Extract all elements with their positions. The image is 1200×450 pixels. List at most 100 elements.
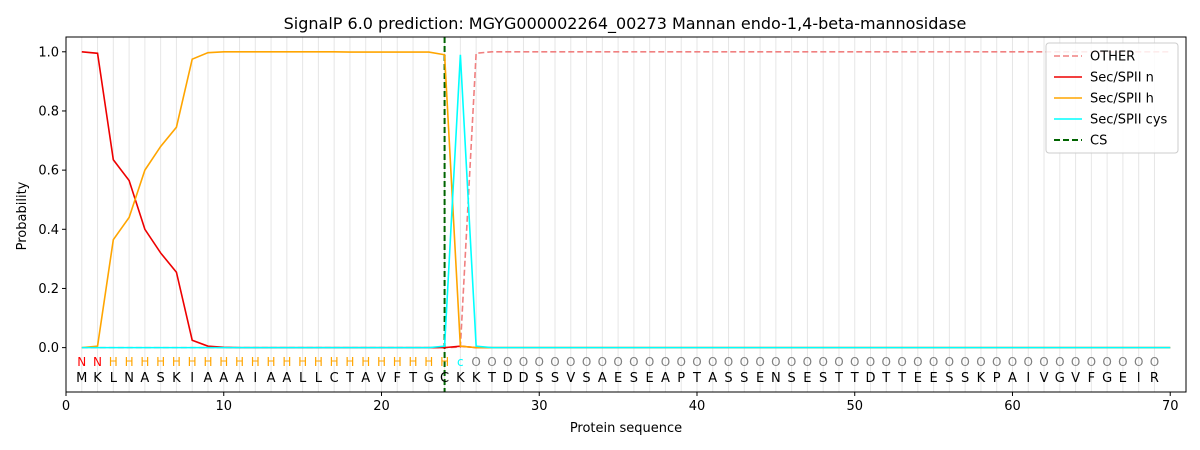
sequence-letter: A [661,371,670,386]
annotation-letter: O [897,355,906,369]
annotation-letter: O [676,355,685,369]
annotation-letter: O [613,355,622,369]
sequence-letter: E [614,371,622,386]
sequence-letter: E [1119,371,1127,386]
series-line-sec-spii-cys [81,54,1171,349]
annotation-letter: O [471,355,480,369]
annotation-letter: H [172,355,181,369]
y-tick-label: 0.8 [38,104,59,119]
sequence-letter: D [503,371,513,386]
sequence-letter: S [788,371,796,386]
sequence-letter: S [630,371,638,386]
sequence-letter: E [756,371,764,386]
sequence-letter: G [1102,371,1112,386]
annotation-letter: O [724,355,733,369]
annotation-letter: O [692,355,701,369]
sequence-letter: S [740,371,748,386]
sequence-letter: S [819,371,827,386]
sequence-letter: A [708,371,717,386]
sequence-letter: A [1008,371,1017,386]
annotation-letter: O [708,355,717,369]
sequence-letter: A [282,371,291,386]
annotation-letter: O [866,355,875,369]
annotation-letter: H [219,355,228,369]
sequence-letter: K [93,371,102,386]
sequence-letter: L [299,371,307,386]
annotation-letter: H [140,355,149,369]
series-line-sec-spii-n [81,50,1171,349]
annotation-letter: O [945,355,954,369]
y-tick-label: 0.0 [38,341,59,356]
y-tick-label: 0.6 [38,164,59,179]
sequence-letter: E [646,371,654,386]
sequence-letter: F [1088,371,1095,386]
sequence-letter: P [993,371,1001,386]
y-tick-label: 0.4 [38,223,59,238]
sequence-letter: V [1040,371,1049,386]
grid-lines [81,37,1155,392]
annotation-letter: H [298,355,307,369]
x-axis-title: Protein sequence [570,421,682,436]
annotation-letter: H [251,355,260,369]
sequence-letter: V [1071,371,1080,386]
annotation-letter: H [235,355,244,369]
sequence-letter: M [76,371,87,386]
annotation-letter: O [535,355,544,369]
sequence-letter: K [472,371,481,386]
sequence-letter: T [692,371,701,386]
x-tick-label: 70 [1162,399,1179,414]
sequence-letter: R [1150,371,1159,386]
sequence-letter: A [204,371,213,386]
sequence-letter: A [598,371,607,386]
annotation-letter: O [661,355,670,369]
annotation-letter: O [882,355,891,369]
annotation-letter: H [267,355,276,369]
annotation-letter: H [361,355,370,369]
sequence-letter: G [424,371,434,386]
annotation-letter: O [1039,355,1048,369]
sequence-letter: I [190,371,194,386]
sequence-letter: A [140,371,149,386]
sequence-letter: I [1137,371,1141,386]
annotation-letter: H [424,355,433,369]
sequence-letter: T [850,371,859,386]
sequence-letter: K [977,371,986,386]
annotation-letter: O [1055,355,1064,369]
annotation-letter: O [1071,355,1080,369]
annotation-letter: H [393,355,402,369]
sequence-letter: S [582,371,590,386]
x-tick-label: 0 [62,399,70,414]
annotation-letter: O [1134,355,1143,369]
sequence-letter: I [253,371,257,386]
sequence-letter: I [1026,371,1030,386]
x-tick-label: 20 [373,399,390,414]
sequence-letter: N [124,371,134,386]
sequence-letter: S [535,371,543,386]
annotation-letter: O [1087,355,1096,369]
sequence-letter: K [456,371,465,386]
sequence-letter: T [897,371,906,386]
sequence-letter: E [803,371,811,386]
annotation-letter: O [629,355,638,369]
sequence-letter: T [487,371,496,386]
sequence-letter: T [345,371,354,386]
x-tick-label: 50 [846,399,863,414]
annotation-letter: O [582,355,591,369]
sequence-letter: P [677,371,685,386]
annotation-letter: N [77,355,86,369]
x-tick-label: 10 [215,399,232,414]
annotation-letter: H [440,355,449,369]
y-axis-title: Probability [15,181,30,250]
legend-label: OTHER [1090,50,1135,65]
legend-label: CS [1090,134,1107,149]
plot-frame [65,36,1187,393]
sequence-letter: A [361,371,370,386]
sequence-letter: T [881,371,890,386]
sequence-letter: S [551,371,559,386]
annotation-letter: O [550,355,559,369]
annotation-letter: O [992,355,1001,369]
annotation-letter: H [330,355,339,369]
annotation-letter: O [1118,355,1127,369]
series-lines [81,50,1171,349]
